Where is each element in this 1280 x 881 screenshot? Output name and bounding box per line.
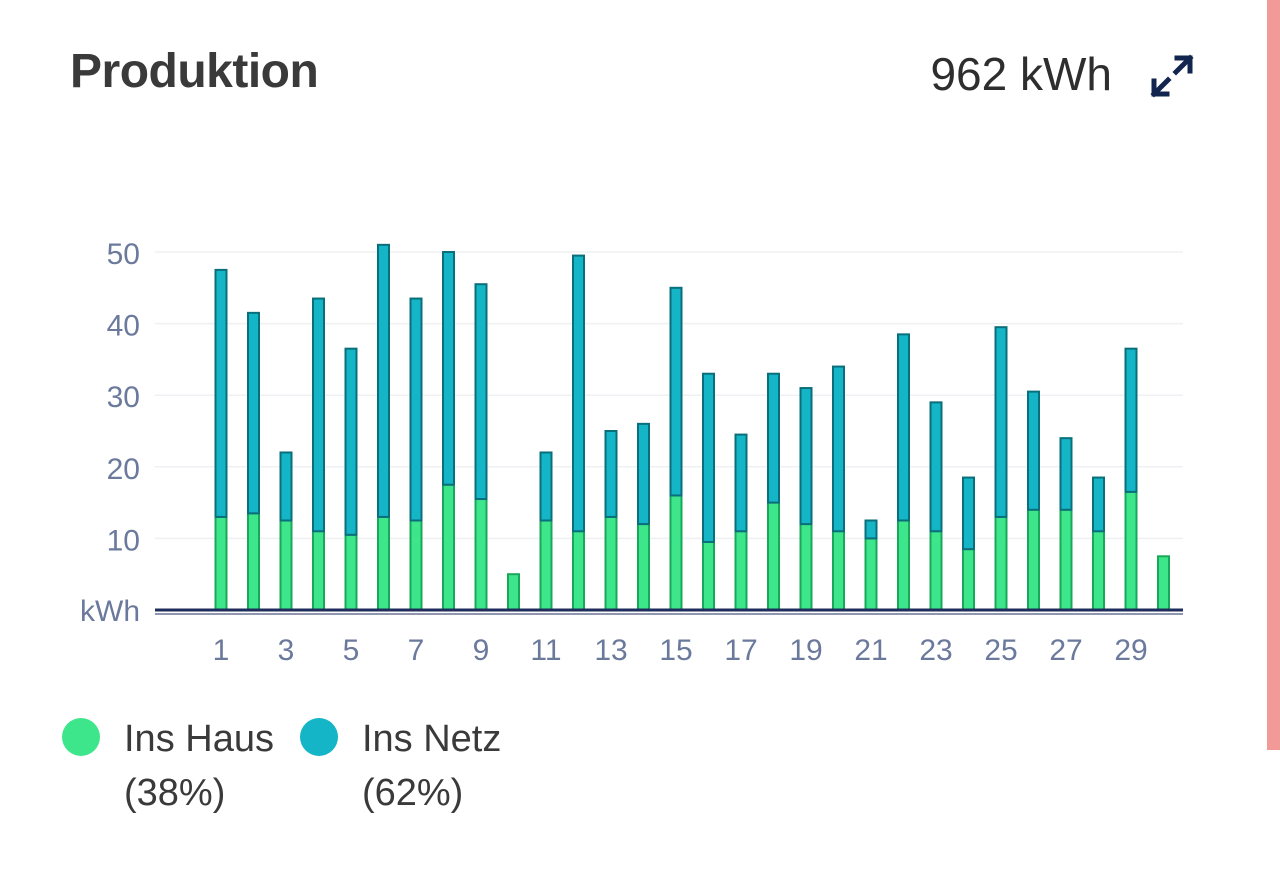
bar-ins-netz-9 [474,283,488,501]
bar-ins-netz-5 [344,347,358,536]
legend-label-ins-netz: Ins Netz [361,718,502,760]
bar-ins-haus-15 [669,494,683,611]
y-tick-label-20: 20 [107,453,140,486]
legend-dot-ins-haus [62,718,100,756]
bar-ins-haus-7 [409,519,423,611]
bar-ins-netz-3 [279,451,293,522]
bar-ins-haus-14 [637,523,650,612]
bar-ins-haus-24 [962,548,975,612]
bar-ins-netz-8 [442,251,455,486]
bar-ins-netz-24 [962,476,975,551]
bar-ins-haus-22 [897,519,910,611]
x-tick-label-13: 13 [594,634,627,667]
chart-legend: Ins Haus (38%) Ins Netz (62%) [62,712,501,820]
y-tick-label-50: 50 [107,238,140,271]
bar-ins-netz-13 [604,430,618,518]
bar-ins-haus-21 [864,537,878,612]
bar-ins-netz-2 [247,311,260,515]
y-axis-label: kWh [80,595,140,628]
legend-item-ins-netz[interactable]: Ins Netz (62%) [299,712,502,820]
bar-ins-netz-26 [1027,390,1040,511]
bar-ins-haus-13 [604,515,618,611]
legend-dot-ins-netz [299,718,338,756]
bar-ins-netz-19 [799,387,813,526]
bar-ins-netz-29 [1124,347,1138,493]
bar-ins-haus-23 [929,530,943,611]
bar-ins-haus-16 [702,540,715,611]
bar-ins-haus-1 [214,515,228,611]
bar-ins-haus-12 [572,530,585,611]
expand-arrows-icon[interactable] [1146,50,1198,102]
x-tick-label-27: 27 [1049,634,1082,667]
bar-ins-haus-11 [539,519,553,611]
bar-ins-haus-6 [377,515,390,611]
bar-ins-haus-3 [279,519,293,611]
x-tick-label-11: 11 [530,634,561,667]
x-tick-label-9: 9 [473,634,490,667]
bar-ins-netz-20 [832,365,845,533]
bar-ins-netz-6 [377,243,390,518]
bar-ins-haus-26 [1027,508,1040,612]
legend-pct-ins-haus: (38%) [124,772,226,814]
bar-ins-netz-22 [897,333,910,522]
x-tick-label-15: 15 [659,634,692,667]
bar-ins-haus-29 [1124,490,1138,611]
bar-ins-haus-25 [994,515,1008,611]
legend-item-ins-haus[interactable]: Ins Haus (38%) [62,712,274,820]
bar-ins-haus-20 [832,530,845,611]
bar-ins-netz-17 [734,433,748,533]
bar-ins-haus-10 [507,573,520,612]
bar-ins-netz-11 [539,451,553,522]
bar-ins-netz-14 [637,422,650,526]
side-strip [1267,0,1280,750]
total-production: 962 kWh [930,48,1112,100]
x-tick-label-19: 19 [789,634,822,667]
bar-ins-netz-18 [767,372,780,504]
page-title: Produktion [70,45,319,98]
bar-ins-haus-30 [1157,555,1170,611]
bar-ins-haus-8 [442,483,455,612]
x-tick-label-5: 5 [343,634,360,667]
bar-ins-haus-18 [767,501,780,612]
bar-ins-netz-7 [409,297,423,522]
bar-ins-netz-21 [864,519,878,540]
x-tick-label-1: 1 [213,634,230,667]
legend-pct-ins-netz: (62%) [361,772,464,814]
bar-ins-haus-4 [312,530,325,611]
bar-ins-haus-2 [247,512,260,612]
bar-ins-haus-9 [474,498,488,611]
bar-ins-netz-16 [702,372,715,543]
x-tick-label-7: 7 [408,634,425,667]
y-tick-label-10: 10 [107,524,140,557]
x-tick-label-21: 21 [854,634,887,667]
bar-ins-netz-4 [312,297,325,533]
legend-label-ins-haus: Ins Haus [124,718,274,760]
bar-ins-netz-12 [572,254,585,533]
x-tick-label-25: 25 [984,634,1017,667]
bar-ins-haus-17 [734,530,748,611]
bar-ins-haus-28 [1092,530,1105,611]
bar-ins-haus-27 [1059,508,1073,612]
bar-ins-netz-1 [214,268,228,518]
x-tick-label-17: 17 [724,634,757,667]
x-tick-label-29: 29 [1114,634,1147,667]
x-tick-label-23: 23 [919,634,952,667]
bar-ins-haus-19 [799,523,813,612]
bar-ins-netz-28 [1092,476,1105,533]
y-tick-label-40: 40 [107,310,140,343]
y-tick-label-30: 30 [107,381,140,414]
bar-ins-netz-25 [994,326,1008,518]
bar-ins-netz-15 [669,286,683,497]
x-tick-label-3: 3 [278,634,295,667]
bar-ins-netz-23 [929,401,943,533]
bar-ins-haus-5 [344,533,358,612]
bar-ins-netz-27 [1059,437,1073,511]
